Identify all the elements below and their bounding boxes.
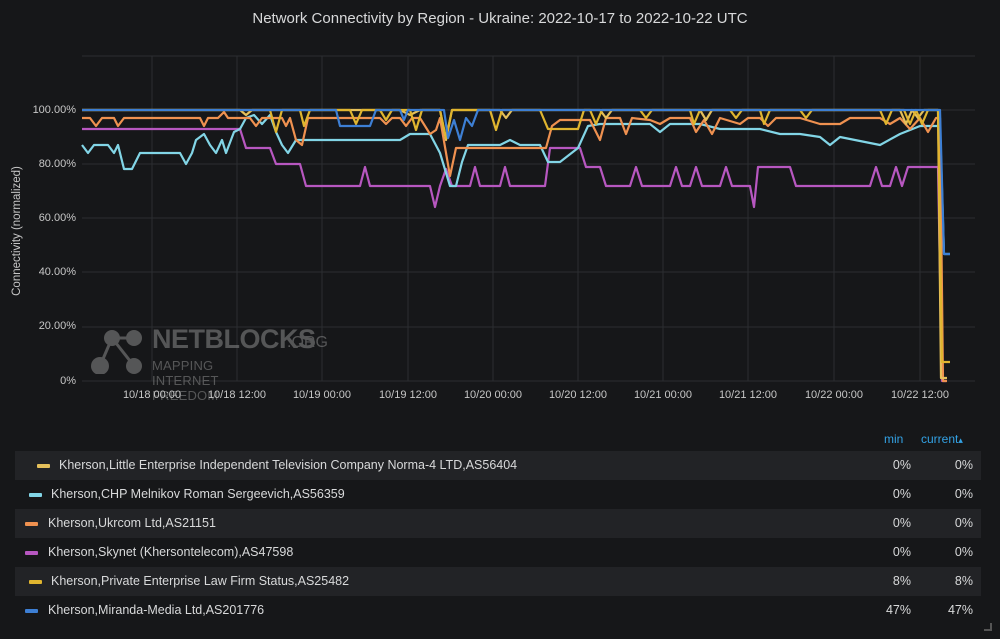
x-tick-1018-1200: 10/18 12:00 [207, 389, 267, 401]
legend-row-law-firm-status[interactable]: Kherson,Private Enterprise Law Firm Stat… [15, 567, 981, 596]
x-tick-1019-0000: 10/19 00:00 [292, 389, 352, 401]
legend-current-label: current [921, 432, 959, 446]
x-tick-1022-0000: 10/22 00:00 [804, 389, 864, 401]
series-color-swatch-icon [29, 493, 42, 497]
legend-current-value: 8% [954, 574, 973, 588]
legend-current-header[interactable]: current▴ [921, 432, 963, 446]
legend-min-value: 8% [892, 574, 911, 588]
legend-series-name: Kherson,Miranda-Media Ltd,AS201776 [48, 603, 265, 617]
legend-min-value: 0% [892, 458, 911, 472]
legend-min-value: 0% [892, 487, 911, 501]
legend-series-name: Kherson,Skynet (Khersontelecom),AS47598 [48, 545, 294, 559]
legend-series-name: Kherson,CHP Melnikov Roman Sergeevich,AS… [51, 487, 345, 501]
x-tick-1020-0000: 10/20 00:00 [463, 389, 523, 401]
legend-min-header[interactable]: min [884, 432, 904, 446]
sort-ascending-icon: ▴ [958, 435, 963, 445]
y-tick-20: 20.00% [38, 320, 76, 332]
series-color-swatch-icon [25, 522, 38, 526]
y-tick-80: 80.00% [38, 158, 76, 170]
legend-series-name: Kherson,Private Enterprise Law Firm Stat… [51, 574, 350, 588]
y-tick-0: 0% [60, 375, 76, 387]
legend-current-value: 47% [947, 603, 973, 617]
series-skynet-line [82, 127, 946, 383]
legend-row-skynet[interactable]: Kherson,Skynet (Khersontelecom),AS47598 … [15, 538, 981, 567]
legend-row-norma4[interactable]: Kherson,Little Enterprise Independent Te… [15, 451, 981, 480]
panel-resize-handle-icon[interactable] [984, 623, 992, 631]
series-law-firm-status-line [82, 108, 950, 364]
x-tick-1021-0000: 10/21 00:00 [633, 389, 693, 401]
legend-min-value: 0% [892, 545, 911, 559]
x-tick-1022-1200: 10/22 12:00 [890, 389, 950, 401]
x-tick-1018-0000: 10/18 00:00 [122, 389, 182, 401]
legend-row-ukrcom[interactable]: Kherson,Ukrcom Ltd,AS21151 0% 0% [15, 509, 981, 538]
legend-row-miranda-media[interactable]: Kherson,Miranda-Media Ltd,AS201776 47% 4… [15, 596, 981, 625]
legend-current-value: 0% [954, 545, 973, 559]
series-color-swatch-icon [25, 609, 38, 613]
legend-current-value: 0% [954, 487, 973, 501]
line-chart-plot[interactable] [0, 0, 1000, 400]
legend-series-name: Kherson,Ukrcom Ltd,AS21151 [48, 516, 216, 530]
series-color-swatch-icon [37, 464, 50, 468]
x-tick-1019-1200: 10/19 12:00 [378, 389, 438, 401]
legend-current-value: 0% [954, 516, 973, 530]
series-color-swatch-icon [29, 580, 42, 584]
series-miranda-media-line [82, 108, 950, 256]
legend-series-name: Kherson,Little Enterprise Independent Te… [59, 458, 518, 472]
watermark-tagline: MAPPING INTERNET FREEDOM [152, 358, 219, 403]
legend-table: Kherson,Little Enterprise Independent Te… [15, 451, 981, 625]
series-chp-melnikov-line [81, 113, 950, 256]
netblocks-logo-icon [91, 330, 142, 374]
legend-min-value: 47% [885, 603, 911, 617]
x-tick-1021-1200: 10/21 12:00 [718, 389, 778, 401]
y-tick-60: 60.00% [38, 212, 76, 224]
series-ukrcom-line [82, 110, 947, 383]
y-tick-100: 100.00% [32, 104, 76, 116]
legend-min-value: 0% [892, 516, 911, 530]
watermark-brand: NETBLOCKS [152, 324, 316, 354]
legend-current-value: 0% [954, 458, 973, 472]
legend-row-chp-melnikov[interactable]: Kherson,CHP Melnikov Roman Sergeevich,AS… [15, 480, 981, 509]
chart-title: Network Connectivity by Region - Ukraine… [252, 10, 748, 27]
x-tick-1020-1200: 10/20 12:00 [548, 389, 608, 401]
y-tick-40: 40.00% [38, 266, 76, 278]
series-color-swatch-icon [25, 551, 38, 555]
watermark-tld: .ORG [287, 334, 328, 351]
